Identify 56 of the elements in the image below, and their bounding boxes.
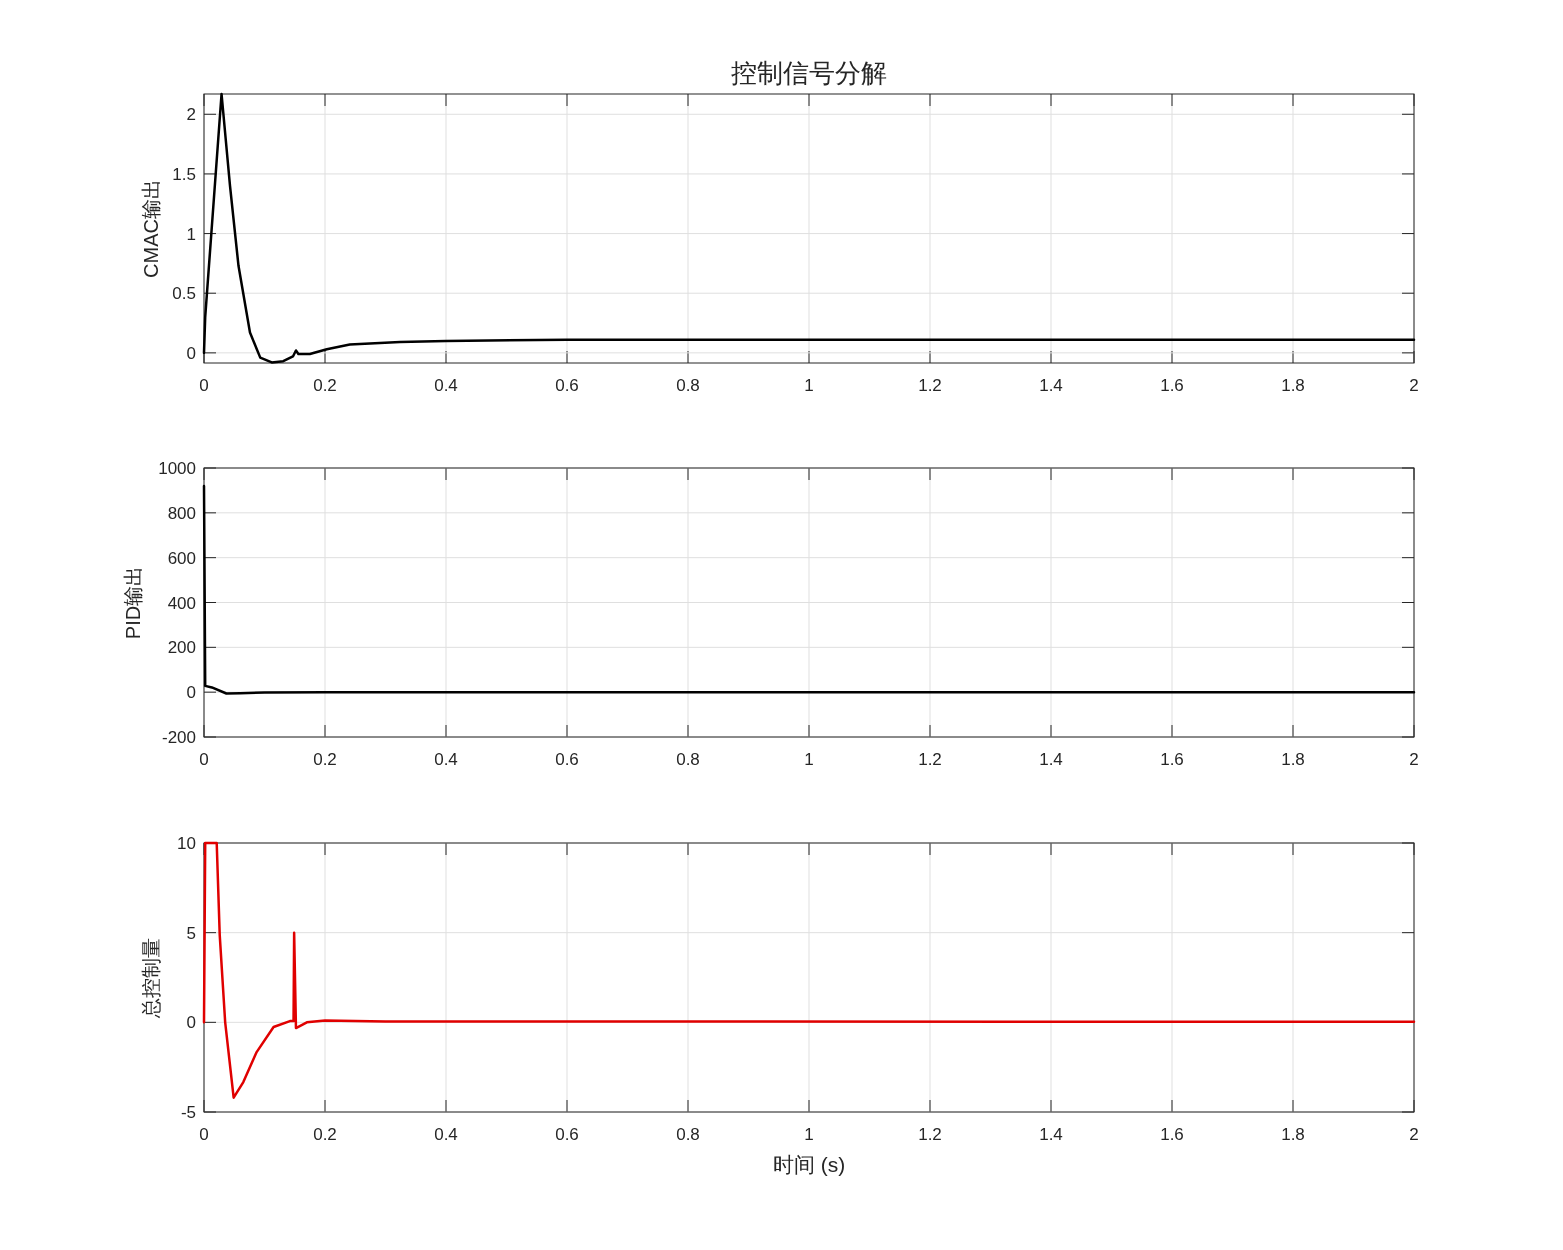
x-tick-label: 0.6: [555, 750, 579, 769]
x-axis-title: 时间 (s): [772, 1153, 846, 1176]
x-tick-label: 1.8: [1281, 1125, 1305, 1144]
y-tick-label: 1: [186, 224, 196, 244]
x-tick-label: 1.2: [918, 750, 942, 769]
y-axis-title: 总控制量: [140, 937, 162, 1019]
y-tick-label: -5: [180, 1103, 196, 1122]
x-tick-label: 1.4: [1039, 750, 1063, 769]
y-axis-title: PID输出: [122, 565, 144, 640]
y-tick-label: 0: [186, 683, 196, 703]
x-tick-label: 0: [199, 1125, 209, 1144]
x-tick-label: 0.8: [676, 1125, 700, 1144]
y-tick-label: 0.5: [172, 284, 196, 304]
x-tick-label: 1.6: [1160, 376, 1184, 395]
line-series: [202, 484, 1416, 695]
x-tick-label: 2: [1409, 1125, 1419, 1144]
x-tick-label: 0.4: [434, 750, 458, 769]
y-tick-label: 600: [167, 548, 196, 568]
x-tick-label: 0.6: [555, 1125, 579, 1144]
y-axis-title: CMAC输出: [140, 179, 162, 278]
x-tick-label: 1.2: [918, 1125, 942, 1144]
x-tick-label: 0: [199, 750, 209, 769]
x-tick-label: 1.4: [1039, 376, 1063, 395]
y-tick-label: 1000: [158, 459, 196, 478]
x-tick-label: 1: [804, 750, 814, 769]
x-tick-label: 0.2: [313, 750, 337, 769]
x-tick-label: 1.4: [1039, 1125, 1063, 1144]
x-tick-label: 0.6: [555, 376, 579, 395]
y-tick-label: 1.5: [172, 164, 196, 184]
x-tick-label: 2: [1409, 376, 1419, 395]
x-tick-label: 1.2: [918, 376, 942, 395]
y-tick-label: 0: [186, 343, 196, 363]
x-tick-label: 1.8: [1281, 376, 1305, 395]
line-series: [202, 92, 1416, 364]
y-tick-label: 0: [186, 1013, 196, 1033]
y-tick-label: 5: [186, 923, 196, 943]
x-tick-label: 0.4: [434, 1125, 458, 1144]
x-tick-label: 2: [1409, 750, 1419, 769]
x-tick-label: 0.8: [676, 750, 700, 769]
x-tick-label: 1: [804, 1125, 814, 1144]
x-tick-label: 1: [804, 376, 814, 395]
y-tick-label: 800: [167, 503, 196, 523]
x-tick-label: 0.8: [676, 376, 700, 395]
chart-title: 控制信号分解: [731, 58, 887, 88]
x-tick-label: 0.4: [434, 376, 458, 395]
y-tick-label: 2: [186, 105, 196, 125]
y-tick-label: 200: [167, 638, 196, 658]
y-tick-label: 10: [177, 834, 196, 853]
x-tick-label: 1.8: [1281, 750, 1305, 769]
x-tick-label: 0.2: [313, 1125, 337, 1144]
x-tick-label: 0: [199, 376, 209, 395]
x-tick-label: 1.6: [1160, 750, 1184, 769]
x-tick-label: 1.6: [1160, 1125, 1184, 1144]
y-tick-label: -200: [161, 728, 196, 747]
y-tick-label: 400: [167, 593, 196, 613]
x-tick-label: 0.2: [313, 376, 337, 395]
